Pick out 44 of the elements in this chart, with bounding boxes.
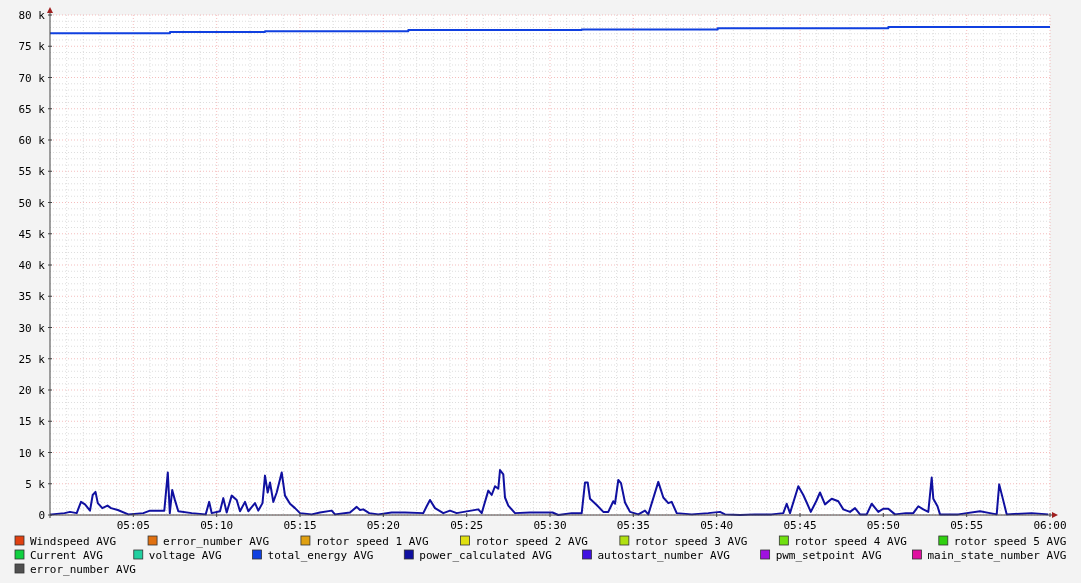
x-tick-label: 05:35 — [616, 519, 650, 532]
x-tick-label: 05:05 — [116, 519, 150, 532]
legend-label: rotor speed 1 AVG — [315, 535, 429, 548]
y-tick-label: 30 k — [18, 321, 46, 335]
y-tick-label: 45 k — [18, 227, 46, 241]
legend-label: pwm_setpoint AVG — [775, 549, 882, 562]
legend-label: Current AVG — [30, 549, 103, 562]
legend-label: error_number AVG — [30, 563, 136, 576]
legend-label: voltage AVG — [148, 549, 222, 562]
y-tick-label: 55 k — [18, 165, 46, 179]
legend-label: Windspeed AVG — [30, 535, 117, 548]
legend-label: rotor speed 5 AVG — [953, 535, 1067, 548]
x-tick-label: 06:00 — [1033, 519, 1067, 532]
x-tick-label: 05:15 — [283, 519, 317, 532]
legend-label: rotor speed 4 AVG — [794, 535, 907, 548]
x-tick-label: 05:20 — [366, 519, 400, 532]
y-tick-label: 80 k — [18, 9, 46, 22]
y-tick-label: 25 k — [18, 352, 46, 366]
y-tick-label: 20 k — [18, 384, 46, 397]
x-tick-label: 05:55 — [950, 519, 984, 532]
y-tick-label: 35 k — [18, 290, 46, 304]
legend-label: power_calculated AVG — [419, 549, 552, 562]
legend-label: rotor speed 3 AVG — [634, 535, 748, 548]
y-tick-label: 70 k — [18, 71, 46, 85]
y-tick-label: 10 k — [18, 446, 46, 460]
x-tick-label: 05:25 — [450, 519, 484, 532]
legend-label: main_state_number AVG — [927, 549, 1067, 562]
x-tick-label: 05:50 — [866, 519, 900, 532]
legend-label: error_number AVG — [163, 535, 270, 548]
legend-label: rotor speed 2 AVG — [475, 535, 588, 548]
x-tick-label: 05:30 — [533, 519, 567, 532]
y-tick-label: 40 k — [18, 259, 46, 272]
x-tick-label: 05:40 — [700, 519, 734, 532]
legend-label: autostart_number AVG — [597, 549, 730, 562]
x-tick-label: 05:10 — [200, 519, 234, 532]
y-tick-label: 15 k — [18, 415, 46, 429]
x-tick-label: 05:45 — [783, 519, 817, 532]
legend-label: total_energy AVG — [267, 549, 374, 562]
y-tick-label: 65 k — [18, 102, 46, 116]
y-tick-label: 5 k — [25, 477, 46, 491]
y-tick-label: 75 k — [18, 40, 46, 54]
y-tick-label: 60 k — [18, 134, 46, 147]
y-tick-label: 0 — [38, 509, 45, 522]
y-tick-label: 50 k — [18, 196, 46, 210]
